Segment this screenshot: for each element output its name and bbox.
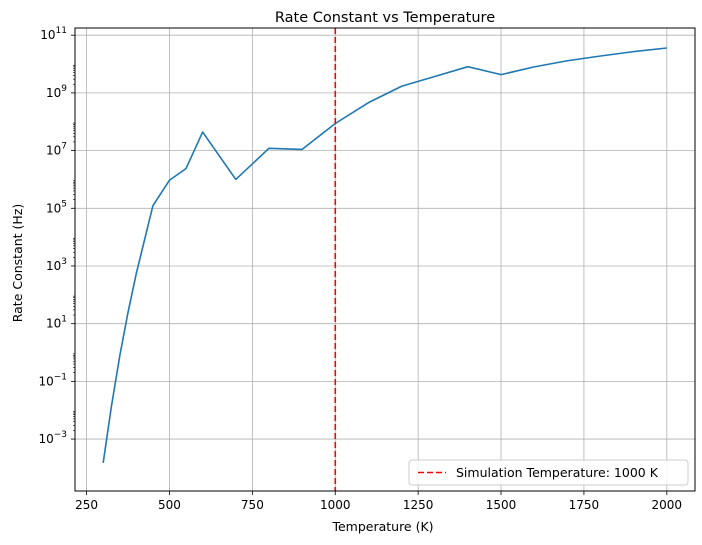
x-axis: 250 500 750 1000 1250 1500 1750 2000 — [75, 491, 682, 512]
y-tick-label: 10−3 — [38, 430, 67, 446]
y-tick-label: 101 — [46, 315, 67, 331]
y-axis-label: Rate Constant (Hz) — [10, 204, 25, 323]
x-tick-label: 750 — [241, 498, 264, 512]
y-tick-label: 1011 — [40, 26, 67, 42]
x-tick-label: 1000 — [320, 498, 351, 512]
x-tick-label: 250 — [75, 498, 98, 512]
legend: Simulation Temperature: 1000 K — [408, 459, 689, 486]
x-axis-label: Temperature (K) — [331, 519, 433, 534]
x-tick-label: 1750 — [569, 498, 600, 512]
x-tick-label: 1500 — [486, 498, 517, 512]
chart-title: Rate Constant vs Temperature — [275, 10, 495, 26]
axes-frame — [74, 27, 696, 492]
x-tick-label: 2000 — [652, 498, 683, 512]
x-tick-label: 1250 — [403, 498, 434, 512]
x-tick-label: 500 — [158, 498, 181, 512]
y-tick-label: 10−1 — [38, 372, 67, 388]
y-tick-label: 109 — [46, 84, 67, 100]
series-line — [102, 47, 667, 463]
legend-box — [408, 459, 689, 486]
y-tick-label: 107 — [46, 142, 67, 158]
legend-label: Simulation Temperature: 1000 K — [456, 465, 659, 480]
y-axis: 10−3 10−1 101 103 105 107 109 1011 — [38, 26, 75, 446]
plot-area — [102, 28, 667, 491]
grid — [75, 28, 695, 491]
y-tick-label: 103 — [46, 257, 67, 273]
y-tick-label: 105 — [46, 199, 67, 215]
